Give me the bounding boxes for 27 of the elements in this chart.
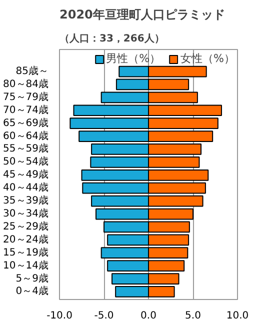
legend-label: 男性（%） [106, 51, 161, 66]
y-tick-label: 80～84歳 [3, 78, 49, 90]
y-tick-label: 65～69歳 [3, 116, 49, 129]
x-tick-label: 10.0 [226, 310, 249, 320]
y-tick-label: 25～29歳 [3, 220, 49, 232]
chart-title: 2020年亘理町人口ピラミッド [60, 8, 225, 22]
y-tick-label: 40～44歳 [3, 182, 49, 194]
x-tick-label: 5.0 [185, 310, 201, 320]
y-tick-label: 70～74歳 [3, 104, 49, 116]
x-tick-label: 0.0 [140, 310, 156, 320]
y-tick-label: 15～19歳 [3, 246, 49, 258]
y-tick-label: 20～24歳 [3, 233, 49, 246]
y-tick-label: 55～59歳 [3, 142, 49, 155]
y-tick-label: 5～9歳 [16, 272, 49, 284]
legend-label: 女性（%） [180, 51, 235, 66]
chart-subtitle: （人口：33，266人） [60, 32, 164, 44]
y-tick-label: 35～39歳 [3, 194, 49, 207]
x-tick-label: -5.0 [94, 310, 114, 320]
y-tick-label: 85歳～ [16, 65, 49, 78]
y-tick-label: 45～49歳 [3, 168, 49, 181]
y-tick-label: 60～64歳 [3, 130, 49, 142]
y-tick-label: 50～54歳 [3, 156, 49, 168]
y-tick-label: 0～4歳 [16, 285, 49, 298]
y-tick-label: 75～79歳 [3, 90, 49, 103]
y-tick-label: 30～34歳 [3, 208, 49, 220]
y-tick-label: 10～14歳 [3, 259, 49, 272]
x-tick-label: -10.0 [46, 310, 72, 320]
